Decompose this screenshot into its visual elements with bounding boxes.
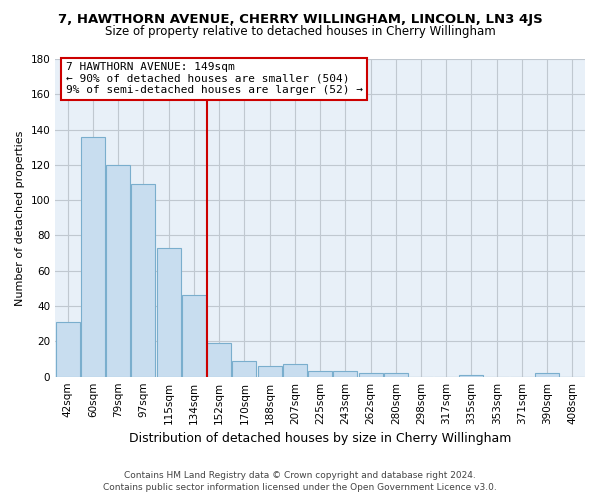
Bar [535, 373, 559, 376]
Bar [334, 372, 357, 376]
Bar [106, 165, 130, 376]
Bar [157, 248, 181, 376]
Y-axis label: Number of detached properties: Number of detached properties [15, 130, 25, 306]
Text: Size of property relative to detached houses in Cherry Willingham: Size of property relative to detached ho… [104, 25, 496, 38]
Bar [257, 366, 281, 376]
Bar [56, 322, 80, 376]
Bar [384, 373, 408, 376]
Bar [308, 372, 332, 376]
Bar [207, 343, 231, 376]
Bar [81, 136, 105, 376]
Bar [359, 373, 383, 376]
Text: 7, HAWTHORN AVENUE, CHERRY WILLINGHAM, LINCOLN, LN3 4JS: 7, HAWTHORN AVENUE, CHERRY WILLINGHAM, L… [58, 12, 542, 26]
Bar [283, 364, 307, 376]
Bar [131, 184, 155, 376]
Bar [460, 375, 484, 376]
Bar [232, 361, 256, 376]
Text: Contains HM Land Registry data © Crown copyright and database right 2024.
Contai: Contains HM Land Registry data © Crown c… [103, 471, 497, 492]
X-axis label: Distribution of detached houses by size in Cherry Willingham: Distribution of detached houses by size … [129, 432, 511, 445]
Text: 7 HAWTHORN AVENUE: 149sqm
← 90% of detached houses are smaller (504)
9% of semi-: 7 HAWTHORN AVENUE: 149sqm ← 90% of detac… [66, 62, 363, 96]
Bar [182, 296, 206, 376]
